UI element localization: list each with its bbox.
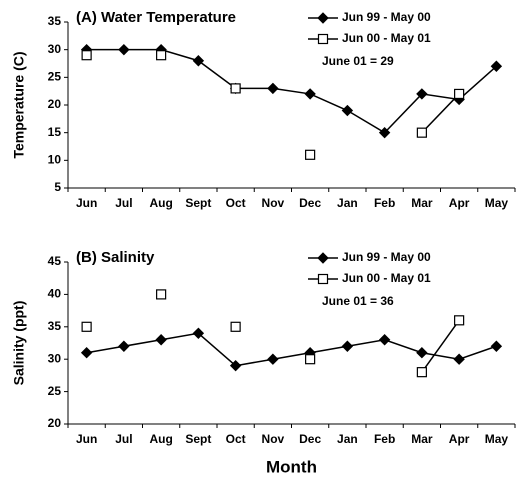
x-tick-label: Jan: [337, 196, 358, 210]
x-tick-label: May: [485, 196, 509, 210]
x-tick-label: Apr: [449, 196, 470, 210]
y-axis-label: Temperature (C): [11, 51, 27, 158]
y-tick-label: 15: [48, 125, 62, 139]
x-tick-label: Oct: [226, 196, 246, 210]
legend-marker: [317, 12, 329, 24]
legend-marker: [317, 273, 329, 285]
x-tick-label: Jun: [76, 196, 97, 210]
x-tick-label: Aug: [149, 432, 172, 446]
y-tick-label: 35: [48, 14, 62, 28]
y-tick-label: 20: [48, 97, 62, 111]
data-point: [192, 327, 205, 339]
y-tick-label: 30: [48, 42, 62, 56]
x-tick-label: Oct: [226, 432, 246, 446]
legend-label: Jun 00 - May 01: [342, 31, 431, 45]
legend-marker: [317, 252, 329, 264]
x-tick-label: Mar: [411, 432, 433, 446]
legend-label: Jun 99 - May 00: [342, 250, 431, 264]
data-point: [305, 149, 316, 160]
x-tick-label: Jan: [337, 432, 358, 446]
data-point: [416, 127, 427, 138]
x-tick-label: Dec: [299, 196, 321, 210]
x-tick-label: Nov: [262, 196, 285, 210]
data-point: [378, 126, 391, 139]
x-tick-label: Jul: [115, 196, 132, 210]
data-point: [305, 354, 316, 365]
series-line: [421, 93, 460, 134]
data-point: [341, 104, 354, 117]
y-axis-label: Salinity (ppt): [11, 301, 27, 386]
annotation: June 01 = 29: [322, 54, 394, 68]
annotation: June 01 = 36: [322, 294, 394, 308]
x-tick-label: Sept: [185, 432, 211, 446]
y-tick-label: 40: [48, 287, 62, 301]
x-tick-label: Nov: [262, 432, 285, 446]
data-point: [416, 347, 428, 359]
data-point: [230, 321, 241, 332]
data-point: [490, 60, 503, 72]
series-line: [86, 48, 497, 134]
data-point: [192, 55, 205, 67]
x-tick-label: Aug: [149, 196, 172, 210]
x-tick-label: Dec: [299, 432, 321, 446]
x-tick-label: Jul: [115, 432, 132, 446]
legend-label: Jun 00 - May 01: [342, 271, 431, 285]
data-point: [454, 88, 465, 100]
data-point: [341, 340, 354, 352]
data-point: [378, 334, 391, 346]
series-line: [421, 319, 460, 373]
x-tick-label: May: [485, 432, 509, 446]
data-point: [229, 359, 242, 372]
data-point: [118, 340, 130, 352]
x-tick-label: Feb: [374, 196, 395, 210]
data-point: [156, 289, 167, 300]
y-tick-label: 45: [48, 254, 62, 268]
data-point: [81, 321, 92, 332]
chart-title: (B) Salinity: [76, 249, 155, 266]
data-point: [454, 315, 465, 326]
y-tick-label: 25: [48, 384, 62, 398]
data-point: [118, 43, 130, 56]
data-point: [267, 82, 279, 95]
y-tick-label: 5: [54, 180, 61, 194]
data-point: [156, 50, 167, 61]
chart-title: (A) Water Temperature: [76, 9, 236, 26]
data-point: [155, 334, 167, 346]
x-tick-label: Apr: [449, 432, 470, 446]
legend-marker: [317, 33, 329, 45]
data-point: [453, 353, 465, 365]
y-tick-label: 35: [48, 319, 62, 333]
data-point: [230, 83, 241, 94]
y-tick-label: 25: [48, 70, 62, 84]
x-tick-label: Feb: [374, 432, 395, 446]
x-axis-label: Month: [266, 457, 317, 476]
y-tick-label: 20: [48, 416, 62, 430]
data-point: [81, 50, 92, 61]
data-point: [267, 353, 279, 365]
x-tick-label: Mar: [411, 196, 433, 210]
y-tick-label: 10: [48, 153, 62, 167]
data-point: [304, 88, 316, 100]
series-line: [86, 332, 497, 367]
x-tick-label: Sept: [185, 196, 211, 210]
data-point: [416, 88, 428, 100]
data-point: [80, 347, 93, 359]
x-tick-label: Jun: [76, 432, 97, 446]
data-point: [490, 340, 503, 352]
legend-label: Jun 99 - May 00: [342, 10, 431, 24]
data-point: [416, 367, 427, 378]
y-tick-label: 30: [48, 351, 62, 365]
